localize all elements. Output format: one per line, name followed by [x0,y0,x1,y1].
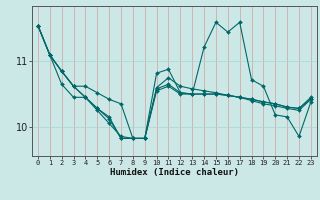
X-axis label: Humidex (Indice chaleur): Humidex (Indice chaleur) [110,168,239,177]
